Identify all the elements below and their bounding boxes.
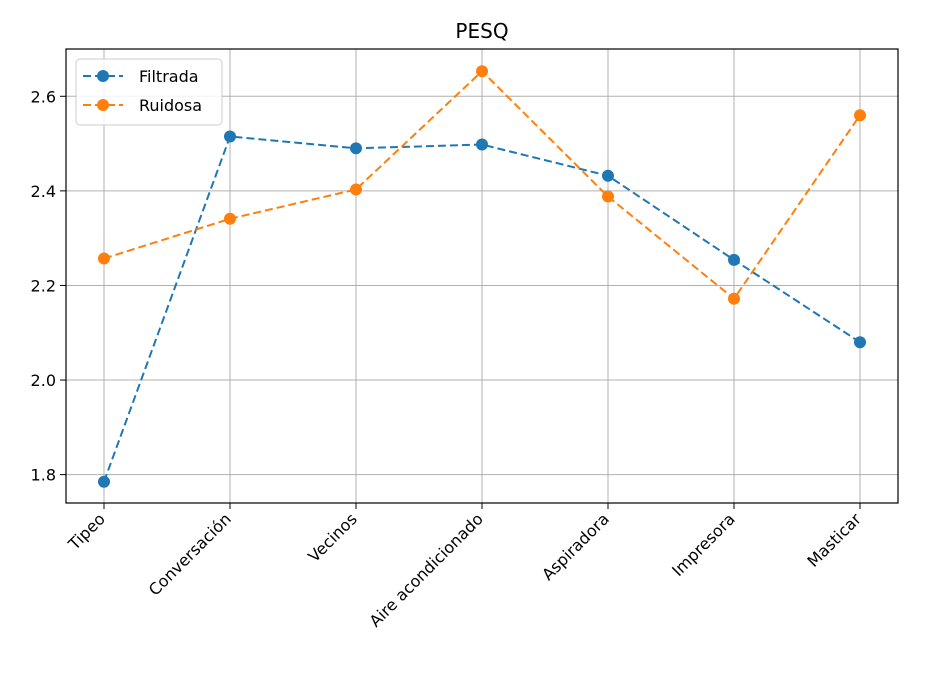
data-point <box>98 475 110 488</box>
legend-label: Filtrada <box>139 67 199 86</box>
series-filtrada <box>98 130 866 488</box>
y-tick-label: 2.6 <box>31 87 56 106</box>
data-point <box>854 109 866 122</box>
data-point <box>476 138 488 151</box>
grid <box>66 49 898 503</box>
data-point <box>728 253 740 266</box>
legend-label: Ruidosa <box>139 96 202 115</box>
data-point <box>476 65 488 78</box>
data-point <box>350 183 362 196</box>
data-point <box>602 190 614 203</box>
series-ruidosa <box>98 65 866 305</box>
legend-marker <box>97 70 109 82</box>
data-point <box>350 142 362 155</box>
y-tick-label: 2.2 <box>31 276 56 295</box>
series-layer <box>98 65 866 488</box>
legend-item: Ruidosa <box>83 96 202 115</box>
legend-marker <box>97 99 109 111</box>
data-point <box>224 130 236 143</box>
y-tick-label: 2.4 <box>31 182 56 201</box>
legend: Filtrada Ruidosa <box>75 58 223 126</box>
y-tick-label: 1.8 <box>31 466 56 485</box>
data-point <box>98 252 110 265</box>
legend-item: Filtrada <box>83 67 199 86</box>
y-tick-label: 2.0 <box>31 371 56 390</box>
data-point <box>602 169 614 182</box>
data-point <box>728 292 740 305</box>
data-point <box>854 336 866 349</box>
data-point <box>224 212 236 225</box>
chart-title: PESQ <box>455 19 508 43</box>
